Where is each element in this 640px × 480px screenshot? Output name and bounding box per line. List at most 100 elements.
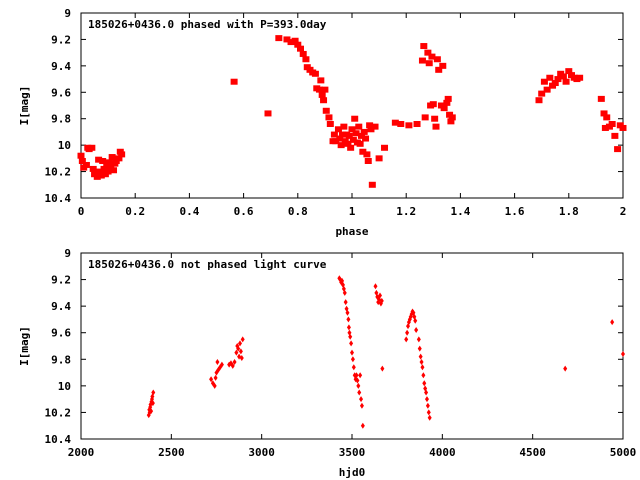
data-point (610, 319, 615, 326)
x-tick-label: 0.2 (125, 205, 145, 218)
data-point (234, 349, 239, 356)
data-point (355, 123, 363, 130)
x-tick-label: 1.2 (396, 205, 416, 218)
data-point (363, 151, 371, 158)
y-axis-label: I[mag] (18, 326, 31, 366)
data-point (563, 365, 568, 372)
data-point (428, 53, 436, 60)
y-tick-label: 9.2 (51, 33, 71, 46)
data-point (611, 132, 619, 139)
data-point (354, 372, 359, 379)
x-tick-label: 1.4 (450, 205, 470, 218)
data-point (358, 372, 363, 379)
y-tick-label: 10.4 (45, 433, 72, 446)
y-tick-label: 9.8 (51, 113, 71, 126)
data-point (88, 144, 96, 151)
data-point (359, 402, 364, 409)
data-point (420, 43, 428, 50)
data-point (422, 380, 427, 387)
plot-title: 185026+0436.0 phased with P=393.0day (88, 18, 327, 31)
data-point (439, 62, 447, 69)
data-point (356, 140, 364, 147)
x-tick-label: 2000 (68, 446, 95, 459)
data-point (326, 121, 334, 127)
data-point (149, 408, 154, 415)
data-point (413, 317, 418, 324)
data-point (82, 161, 90, 168)
data-point (432, 123, 440, 130)
x-axis-label: phase (335, 225, 368, 238)
y-tick-label: 9 (64, 7, 71, 20)
data-point (421, 114, 429, 121)
y-tick-label: 9.6 (51, 86, 71, 99)
data-point (343, 299, 348, 306)
data-point (89, 165, 97, 172)
data-point (431, 115, 439, 122)
y-axis-label: I[mag] (18, 86, 31, 126)
y-tick-label: 9 (64, 247, 71, 260)
data-point (299, 50, 307, 57)
data-point (373, 283, 378, 290)
plot-title: 185026+0436.0 not phased light curve (88, 258, 327, 271)
data-point (236, 345, 241, 352)
data-point (538, 90, 546, 97)
data-point (219, 361, 224, 368)
data-point (349, 340, 354, 347)
data-point (621, 350, 625, 357)
x-tick-label: 2500 (158, 446, 185, 459)
y-tick-label: 10.2 (45, 406, 72, 419)
data-point (440, 105, 448, 112)
data-point (427, 414, 432, 421)
data-point (608, 121, 616, 127)
data-point (619, 124, 627, 131)
data-point (230, 78, 238, 85)
data-point (368, 181, 376, 188)
x-tick-label: 1 (349, 205, 356, 218)
data-point (543, 86, 551, 93)
data-point (315, 86, 323, 93)
data-point (424, 389, 429, 396)
data-point (559, 73, 567, 80)
data-point (342, 289, 347, 296)
data-point (405, 329, 410, 336)
data-point (576, 74, 584, 81)
data-point (426, 409, 431, 416)
y-tick-label: 9.8 (51, 353, 71, 366)
x-tick-label: 3500 (339, 446, 366, 459)
data-point (356, 382, 361, 389)
data-point (348, 333, 353, 340)
data-point (302, 56, 310, 63)
data-point (311, 70, 319, 77)
data-point (340, 123, 348, 130)
data-point (405, 122, 413, 129)
data-point (546, 74, 554, 81)
data-point (321, 86, 329, 93)
data-point (317, 77, 325, 84)
x-tick-label: 1.6 (505, 205, 525, 218)
data-point (424, 396, 429, 403)
data-point (364, 158, 372, 164)
plot-frame (80, 12, 624, 199)
data-point (275, 35, 283, 42)
data-point (209, 376, 214, 383)
y-tick-label: 9.6 (51, 327, 71, 340)
data-point (614, 146, 622, 153)
data-point (351, 364, 356, 371)
data-point (362, 135, 370, 142)
x-tick-label: 5000 (610, 446, 637, 459)
data-point (330, 131, 338, 138)
data-point (444, 95, 452, 102)
y-tick-label: 10.4 (45, 192, 72, 205)
data-point (230, 362, 235, 369)
x-axis-label: hjd0 (339, 466, 366, 479)
data-point (603, 114, 611, 121)
data-point (371, 123, 379, 130)
x-tick-label: 0.8 (288, 205, 308, 218)
x-tick-label: 0.6 (234, 205, 254, 218)
x-tick-label: 0 (78, 205, 85, 218)
data-point (297, 45, 305, 52)
data-point (325, 114, 333, 121)
data-point (350, 356, 355, 363)
data-point (150, 400, 155, 407)
